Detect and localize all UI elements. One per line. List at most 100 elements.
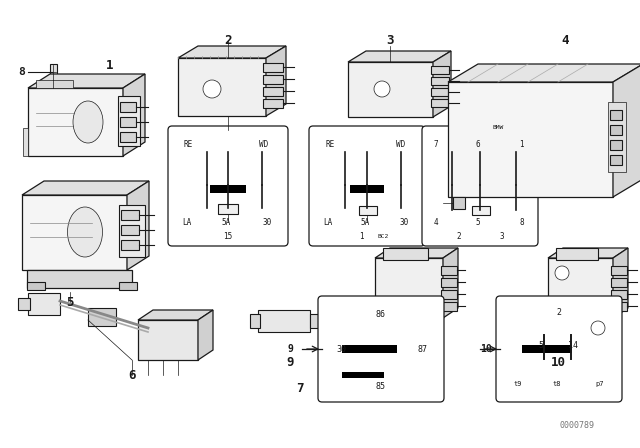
Text: 6: 6	[476, 139, 480, 148]
Bar	[120, 117, 136, 127]
Polygon shape	[375, 258, 443, 318]
Polygon shape	[22, 195, 127, 270]
Circle shape	[374, 81, 390, 97]
Bar	[27, 282, 45, 290]
Polygon shape	[138, 310, 213, 320]
Bar	[50, 64, 57, 80]
Polygon shape	[36, 80, 73, 88]
Bar	[441, 278, 457, 287]
Bar	[441, 302, 457, 311]
Bar	[350, 185, 384, 193]
Polygon shape	[375, 248, 458, 258]
Polygon shape	[266, 46, 286, 116]
Text: 0000789: 0000789	[560, 421, 595, 430]
Bar	[431, 77, 449, 85]
Bar	[218, 204, 238, 214]
Text: t8: t8	[553, 381, 561, 387]
FancyBboxPatch shape	[496, 296, 622, 402]
Text: 5A: 5A	[221, 217, 230, 227]
Polygon shape	[178, 58, 266, 116]
Bar	[431, 99, 449, 107]
Text: 3: 3	[387, 34, 394, 47]
Bar	[88, 308, 116, 326]
Text: 14: 14	[568, 340, 578, 349]
Bar	[210, 185, 246, 193]
Bar	[611, 290, 627, 299]
Polygon shape	[28, 74, 145, 88]
Text: 15: 15	[223, 232, 232, 241]
Polygon shape	[348, 51, 451, 62]
Text: 4: 4	[561, 34, 569, 47]
Bar	[119, 282, 137, 290]
Bar	[556, 248, 598, 260]
Bar	[610, 140, 622, 150]
Polygon shape	[22, 181, 149, 195]
Polygon shape	[27, 270, 132, 288]
Text: LA: LA	[323, 217, 332, 227]
Ellipse shape	[67, 207, 102, 257]
Bar	[441, 290, 457, 299]
Polygon shape	[548, 258, 613, 318]
Bar	[359, 206, 377, 215]
Polygon shape	[123, 74, 145, 156]
Text: 8: 8	[520, 217, 524, 227]
Bar	[453, 197, 465, 209]
Text: 10: 10	[550, 356, 566, 369]
Text: 30: 30	[400, 217, 409, 227]
Bar	[611, 278, 627, 287]
Polygon shape	[448, 64, 640, 82]
Text: 86: 86	[376, 310, 386, 319]
Text: BMW: BMW	[492, 125, 504, 129]
Text: 1: 1	[106, 59, 114, 72]
Bar	[522, 345, 572, 353]
Polygon shape	[613, 248, 628, 318]
Bar	[263, 87, 283, 96]
Bar	[121, 210, 139, 220]
Bar	[263, 75, 283, 84]
Polygon shape	[127, 181, 149, 270]
Bar	[118, 96, 140, 146]
Bar	[431, 66, 449, 74]
Polygon shape	[138, 320, 198, 360]
Text: p7: p7	[595, 381, 604, 387]
Text: WD: WD	[259, 139, 268, 148]
Bar	[431, 88, 449, 96]
Text: 1: 1	[358, 232, 364, 241]
Bar	[472, 206, 490, 215]
Text: 30: 30	[263, 217, 272, 227]
Text: 5A: 5A	[360, 217, 370, 227]
Polygon shape	[348, 62, 433, 117]
Text: 5: 5	[67, 296, 74, 309]
Bar	[121, 225, 139, 235]
Circle shape	[203, 80, 221, 98]
FancyBboxPatch shape	[168, 126, 288, 246]
Bar	[120, 132, 136, 142]
Bar	[611, 302, 627, 311]
Text: 4: 4	[434, 217, 438, 227]
Polygon shape	[178, 46, 286, 58]
Bar	[120, 102, 136, 112]
Circle shape	[591, 321, 605, 335]
Polygon shape	[548, 248, 628, 258]
Bar	[608, 102, 626, 172]
Text: WD: WD	[396, 139, 405, 148]
Polygon shape	[198, 310, 213, 360]
Bar	[18, 298, 30, 310]
Bar	[119, 205, 145, 257]
Bar	[610, 155, 622, 165]
Text: 3: 3	[499, 232, 504, 241]
Text: 8: 8	[19, 67, 26, 77]
Text: 6: 6	[128, 369, 136, 382]
FancyBboxPatch shape	[309, 126, 425, 246]
Polygon shape	[23, 128, 28, 156]
Text: t9: t9	[514, 381, 522, 387]
Text: RE: RE	[325, 139, 334, 148]
Polygon shape	[433, 51, 451, 117]
Text: 30: 30	[336, 345, 346, 353]
Bar	[121, 240, 139, 250]
Text: 9: 9	[287, 344, 293, 354]
Text: 2: 2	[456, 232, 461, 241]
Text: 2: 2	[224, 34, 232, 47]
Text: 7: 7	[296, 382, 304, 395]
Polygon shape	[613, 64, 640, 197]
